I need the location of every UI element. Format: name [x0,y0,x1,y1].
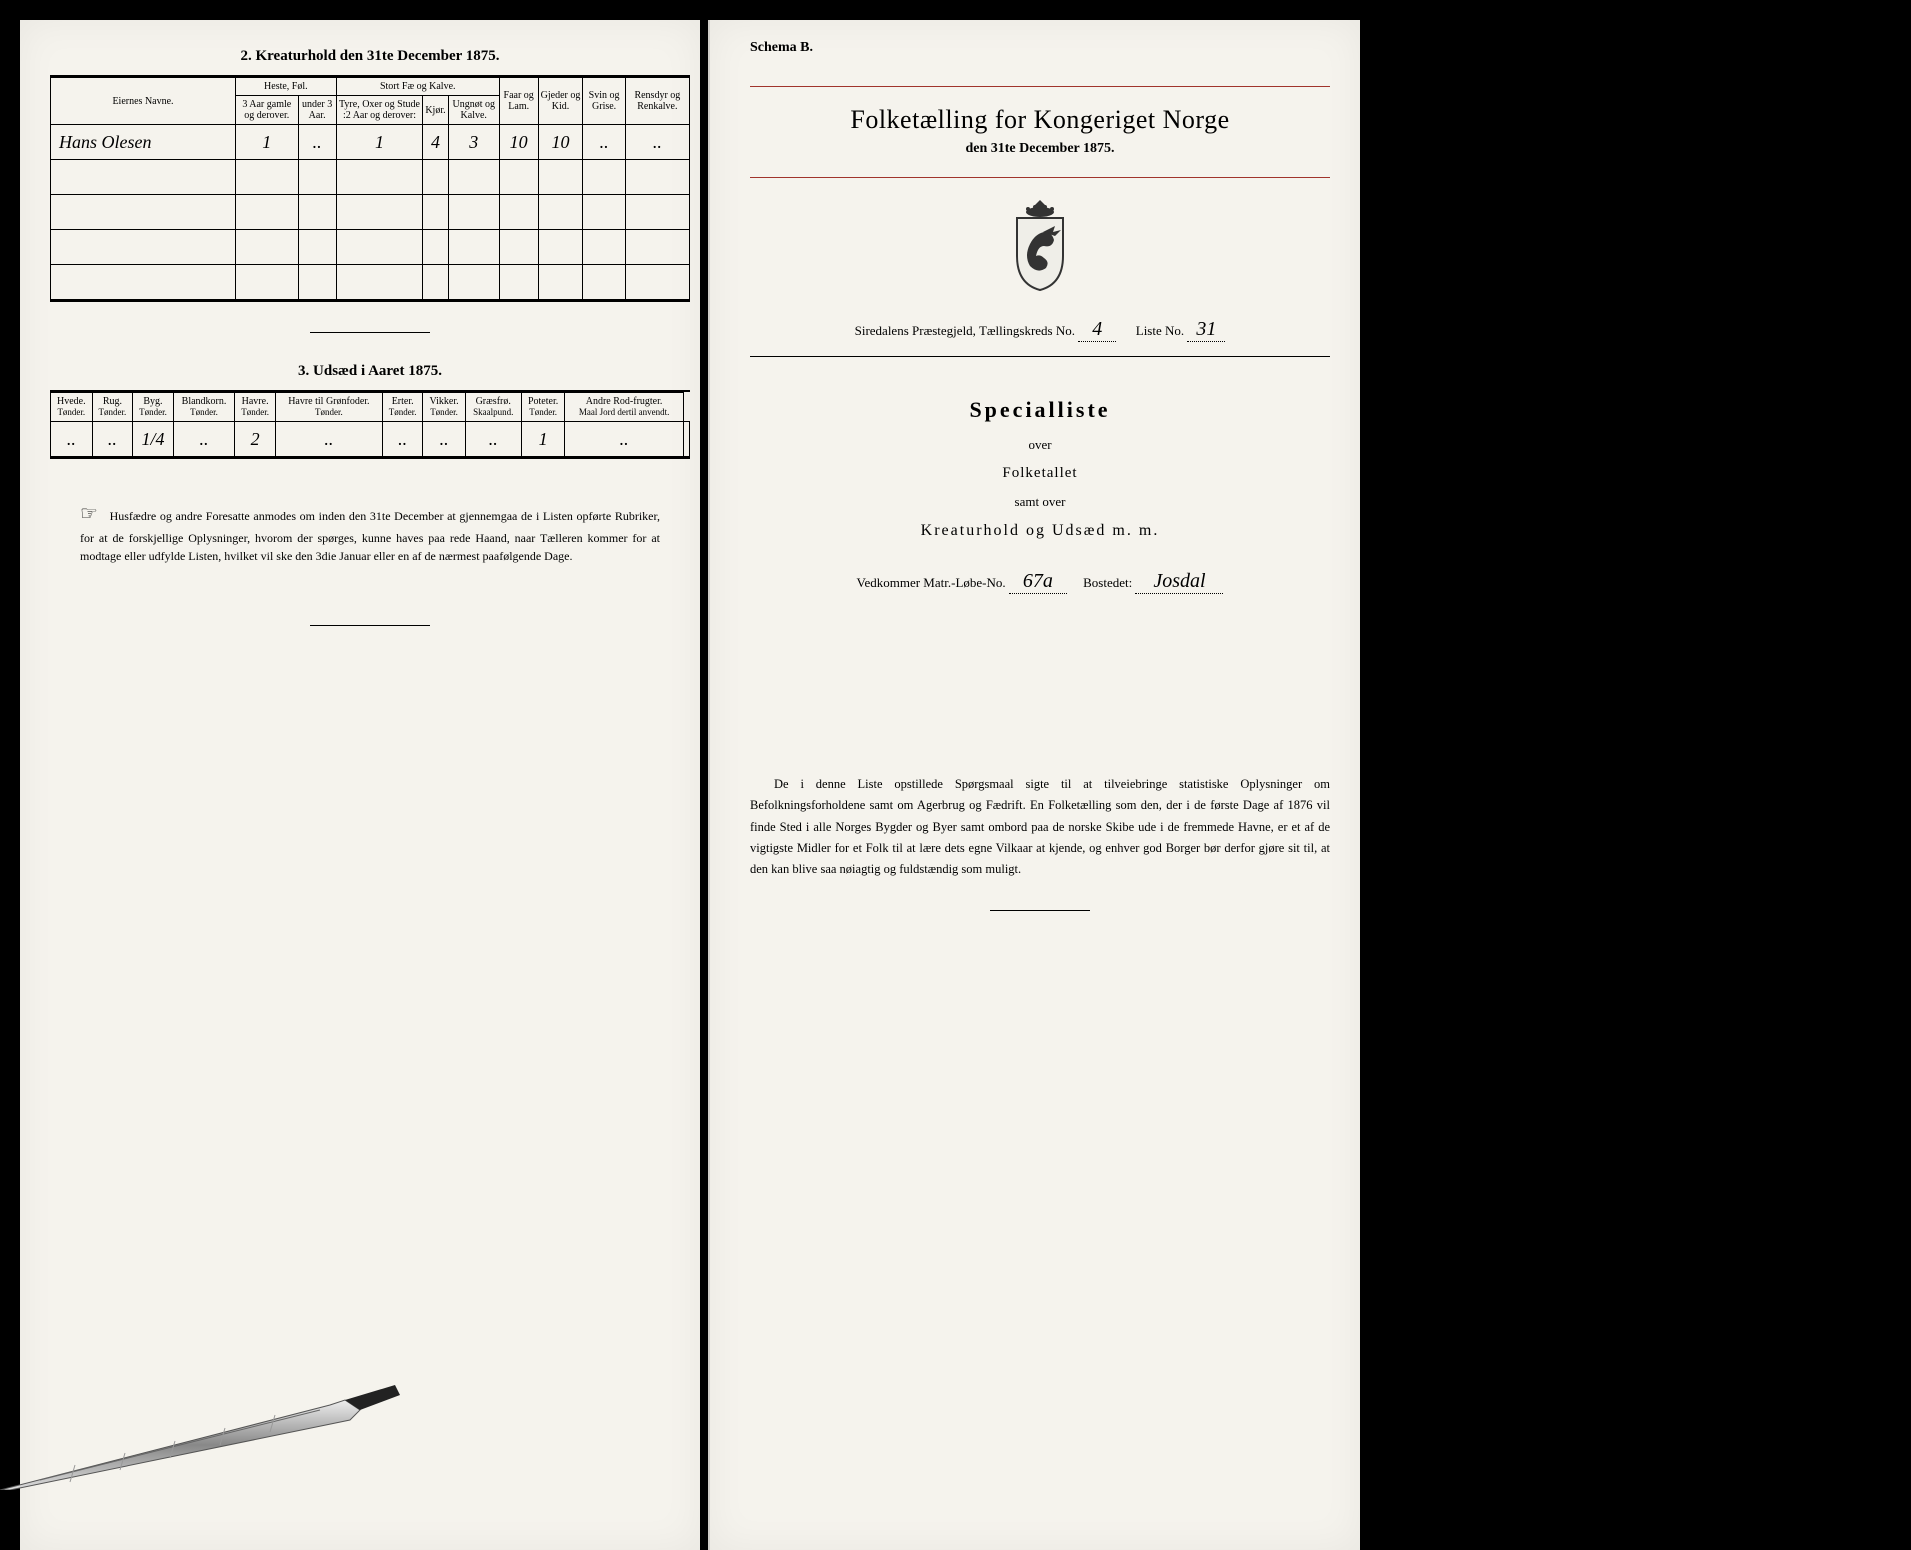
cell: .. [565,422,683,457]
kreatur-label: Kreaturhold og Udsæd m. m. [750,522,1330,540]
divider [310,625,430,626]
cell: .. [382,422,423,457]
vedk-no: 67a [1009,570,1067,594]
cell: .. [275,422,382,457]
col-gjeder: Gjeder og Kid. [538,78,583,125]
coat-of-arms-icon [750,198,1330,298]
table-row: ....1/4..2........1.. [51,422,690,457]
rule [750,356,1330,357]
cell: 10 [538,125,583,160]
cell: 2 [235,422,276,457]
col-header: Blandkorn.Tønder. [173,393,235,422]
cell: .. [423,422,465,457]
parish-label: Siredalens Præstegjeld, Tællingskreds No… [855,323,1075,338]
col-header: Vikker.Tønder. [423,393,465,422]
bostedet-label: Bostedet: [1083,575,1132,590]
cell: .. [465,422,521,457]
col-owner: Eiernes Navne. [51,78,236,125]
col-header: Erter.Tønder. [382,393,423,422]
section3-title: 3. Udsæd i Aaret 1875. [50,363,690,380]
liste-no: 31 [1187,318,1225,342]
right-page: Schema B. Folketælling for Kongeriget No… [708,20,1360,1550]
samt-label: samt over [750,494,1330,510]
cell: .. [173,422,235,457]
col-header: Græsfrø.Skaalpund. [465,393,521,422]
section2-title: 2. Kreaturhold den 31te December 1875. [50,48,690,65]
table-kreaturhold: Eiernes Navne. Heste, Føl. Stort Fæ og K… [50,77,690,300]
pen-icon [0,1370,420,1490]
cell: 10 [499,125,538,160]
col-heste-a: 3 Aar gamle og derover. [236,96,299,125]
cell: 1/4 [133,422,174,457]
schema-label: Schema B. [750,40,1330,56]
bostedet: Josdal [1135,570,1223,594]
col-ren: Rensdyr og Renkalve. [625,78,689,125]
col-header: Rug.Tønder. [92,393,133,422]
table-row: Hans Olesen 1 .. 1 4 3 10 10 .. .. [51,125,690,160]
parish-no: 4 [1078,318,1116,342]
col-fe-c: Ungnøt og Kalve. [448,96,499,125]
divider [990,910,1090,911]
cell: 1 [236,125,299,160]
divider [310,332,430,333]
rule [50,457,690,459]
main-title: Folketælling for Kongeriget Norge [750,105,1330,135]
col-header: Hvede.Tønder. [51,393,93,422]
col-header: Andre Rod-frugter.Maal Jord dertil anven… [565,393,683,422]
col-header: Poteter.Tønder. [521,393,565,422]
footnote: ☞ Husfædre og andre Foresatte anmodes om… [50,499,690,565]
col-header: Havre til Grønfoder.Tønder. [275,393,382,422]
liste-label: Liste No. [1136,323,1184,338]
footnote-text: Husfædre og andre Foresatte anmodes om i… [80,509,660,563]
cell: 1 [521,422,565,457]
vedkommer-line: Vedkommer Matr.-Løbe-No. 67a Bostedet: J… [750,570,1330,594]
special-title: Specialliste [750,397,1330,423]
table-udsaed: Hvede.Tønder.Rug.Tønder.Byg.Tønder.Bland… [50,392,690,457]
cell: .. [92,422,133,457]
col-header: Havre.Tønder. [235,393,276,422]
group-heste: Heste, Føl. [236,78,337,96]
col-fe-a: Tyre, Oxer og Stude :2 Aar og derover: [336,96,423,125]
folketallet-label: Folketallet [750,465,1330,482]
col-fe-b: Kjør. [423,96,448,125]
cell: 4 [423,125,448,160]
sub-date: den 31te December 1875. [750,141,1330,157]
body-text: De i denne Liste opstillede Spørgsmaal s… [750,774,1330,880]
rule [50,300,690,302]
col-faar: Faar og Lam. [499,78,538,125]
col-header: Byg.Tønder. [133,393,174,422]
cell-owner: Hans Olesen [51,125,236,160]
col-heste-b: under 3 Aar. [298,96,336,125]
cell: .. [583,125,625,160]
cell: .. [298,125,336,160]
cell: .. [625,125,689,160]
cell: 1 [336,125,423,160]
rule-red [750,86,1330,87]
group-stortfe: Stort Fæ og Kalve. [336,78,499,96]
vedk-label: Vedkommer Matr.-Løbe-No. [857,575,1006,590]
pointing-hand-icon: ☞ [80,499,98,529]
over-label: over [750,437,1330,453]
parish-line: Siredalens Præstegjeld, Tællingskreds No… [750,318,1330,342]
col-svin: Svin og Grise. [583,78,625,125]
cell: 3 [448,125,499,160]
left-page: 2. Kreaturhold den 31te December 1875. E… [20,20,700,1550]
cell: .. [51,422,93,457]
rule-red [750,177,1330,178]
cell [683,422,689,457]
